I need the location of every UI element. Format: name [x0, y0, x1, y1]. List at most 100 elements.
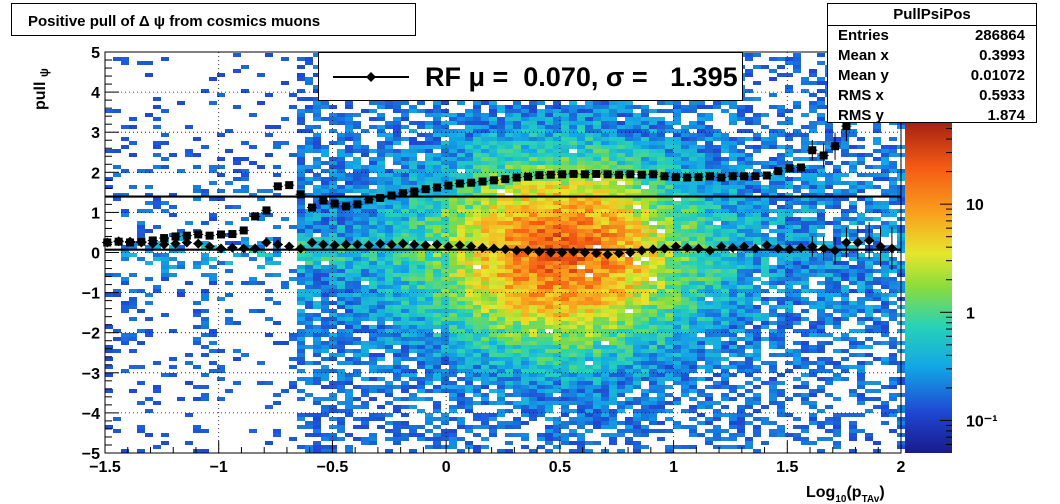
mean-point [670, 241, 681, 252]
x-tick-label: 2 [897, 459, 906, 476]
y-tick-label: 3 [91, 125, 100, 142]
stats-value: 0.3993 [979, 47, 1025, 64]
sigma-point [205, 231, 214, 240]
stats-label: RMS y [838, 107, 884, 124]
sigma-point [614, 170, 623, 179]
sigma-point [171, 232, 180, 241]
sigma-point [649, 170, 658, 179]
sigma-point [251, 212, 260, 221]
x-tick-label: −0.5 [317, 459, 349, 476]
stats-value: 0.01072 [970, 67, 1025, 84]
mean-point [352, 239, 363, 250]
colorbar-tick-label: 1 [966, 305, 975, 322]
mean-point [830, 245, 841, 256]
sigma-point [296, 190, 305, 199]
mean-point [159, 239, 170, 250]
sigma-point [273, 182, 282, 191]
stats-value: 286864 [974, 27, 1025, 44]
sigma-point [285, 181, 294, 190]
mean-point [329, 240, 340, 251]
mean-point [466, 241, 477, 252]
sigma-point [444, 181, 453, 190]
sigma-point [524, 172, 533, 181]
mean-point [125, 236, 136, 247]
mean-point [886, 243, 897, 254]
mean-point [534, 246, 545, 257]
mean-point [523, 245, 534, 256]
sigma-point [808, 146, 817, 155]
stats-box: PullPsiPos Entries 286864 Mean x 0.3993 Me… [827, 3, 1037, 124]
mean-point [716, 241, 727, 252]
mean-point [579, 247, 590, 258]
heatmap-cells [105, 53, 905, 453]
stats-label: Entries [838, 27, 889, 44]
mean-point [784, 244, 795, 255]
y-tick-label: 1 [91, 205, 100, 222]
colorbar-ticks: 10⁻¹ 1 10 [940, 128, 998, 445]
y-axis-label: pull ψ [32, 68, 51, 110]
sigma-point [569, 169, 578, 178]
stats-row: Mean x 0.3993 [828, 46, 1036, 66]
mean-point [181, 237, 192, 248]
sigma-point [671, 173, 680, 182]
sigma-point [216, 230, 225, 239]
stats-row: Entries 286864 [828, 26, 1036, 46]
mean-point [568, 246, 579, 257]
mean-point [397, 238, 408, 249]
sigma-point [467, 178, 476, 187]
x-tick-label: −1.5 [89, 459, 121, 476]
sigma-point [535, 171, 544, 180]
sigma-point [831, 142, 840, 151]
sigma-point [489, 176, 498, 185]
mean-point [250, 243, 261, 254]
sigma-point [455, 179, 464, 188]
mean-point [363, 240, 374, 251]
sigma-point [342, 202, 351, 211]
stats-divider [828, 25, 1036, 26]
mean-point [659, 243, 670, 254]
y-tick-label: 2 [91, 165, 100, 182]
mean-point [227, 242, 238, 253]
mean-point [613, 248, 624, 259]
mean-point [864, 235, 875, 246]
sigma-point [705, 172, 714, 181]
sigma-point [376, 193, 385, 202]
sigma-point [785, 164, 794, 173]
sigma-point [512, 173, 521, 182]
mean-point [261, 237, 272, 248]
mean-point [272, 239, 283, 250]
legend-marker-icon [333, 72, 409, 82]
legend-box: RF μ = 0.070, σ = 1.395 [318, 52, 743, 101]
x-tick-label: 0.5 [549, 459, 571, 476]
mean-point [602, 249, 613, 260]
sigma-point [364, 195, 373, 204]
stats-value: 1.874 [987, 107, 1025, 124]
sigma-point [160, 234, 169, 243]
sigma-point [660, 172, 669, 181]
mean-point [454, 240, 465, 251]
stats-name: PullPsiPos [893, 6, 971, 23]
sigma-point [307, 203, 316, 212]
sigma-point [433, 183, 442, 192]
mean-point [500, 244, 511, 255]
mean-point [318, 239, 329, 250]
sigma-point [774, 167, 783, 176]
mean-point [693, 243, 704, 254]
sigma-point [751, 172, 760, 181]
mean-point [215, 243, 226, 254]
mean-point [841, 237, 852, 248]
mean-point [136, 237, 147, 248]
mean-point [306, 237, 317, 248]
mean-point [409, 239, 420, 250]
mean-point [193, 238, 204, 249]
sigma-point [546, 170, 555, 179]
mean-point [488, 243, 499, 254]
mean-point [818, 243, 829, 254]
legend-label: RF μ = 0.070, σ = 1.395 [425, 62, 738, 92]
sigma-point [580, 170, 589, 179]
sigma-point [398, 189, 407, 198]
stats-row: RMS x 0.5933 [828, 86, 1036, 106]
mean-point [443, 241, 454, 252]
sigma-point [478, 177, 487, 186]
